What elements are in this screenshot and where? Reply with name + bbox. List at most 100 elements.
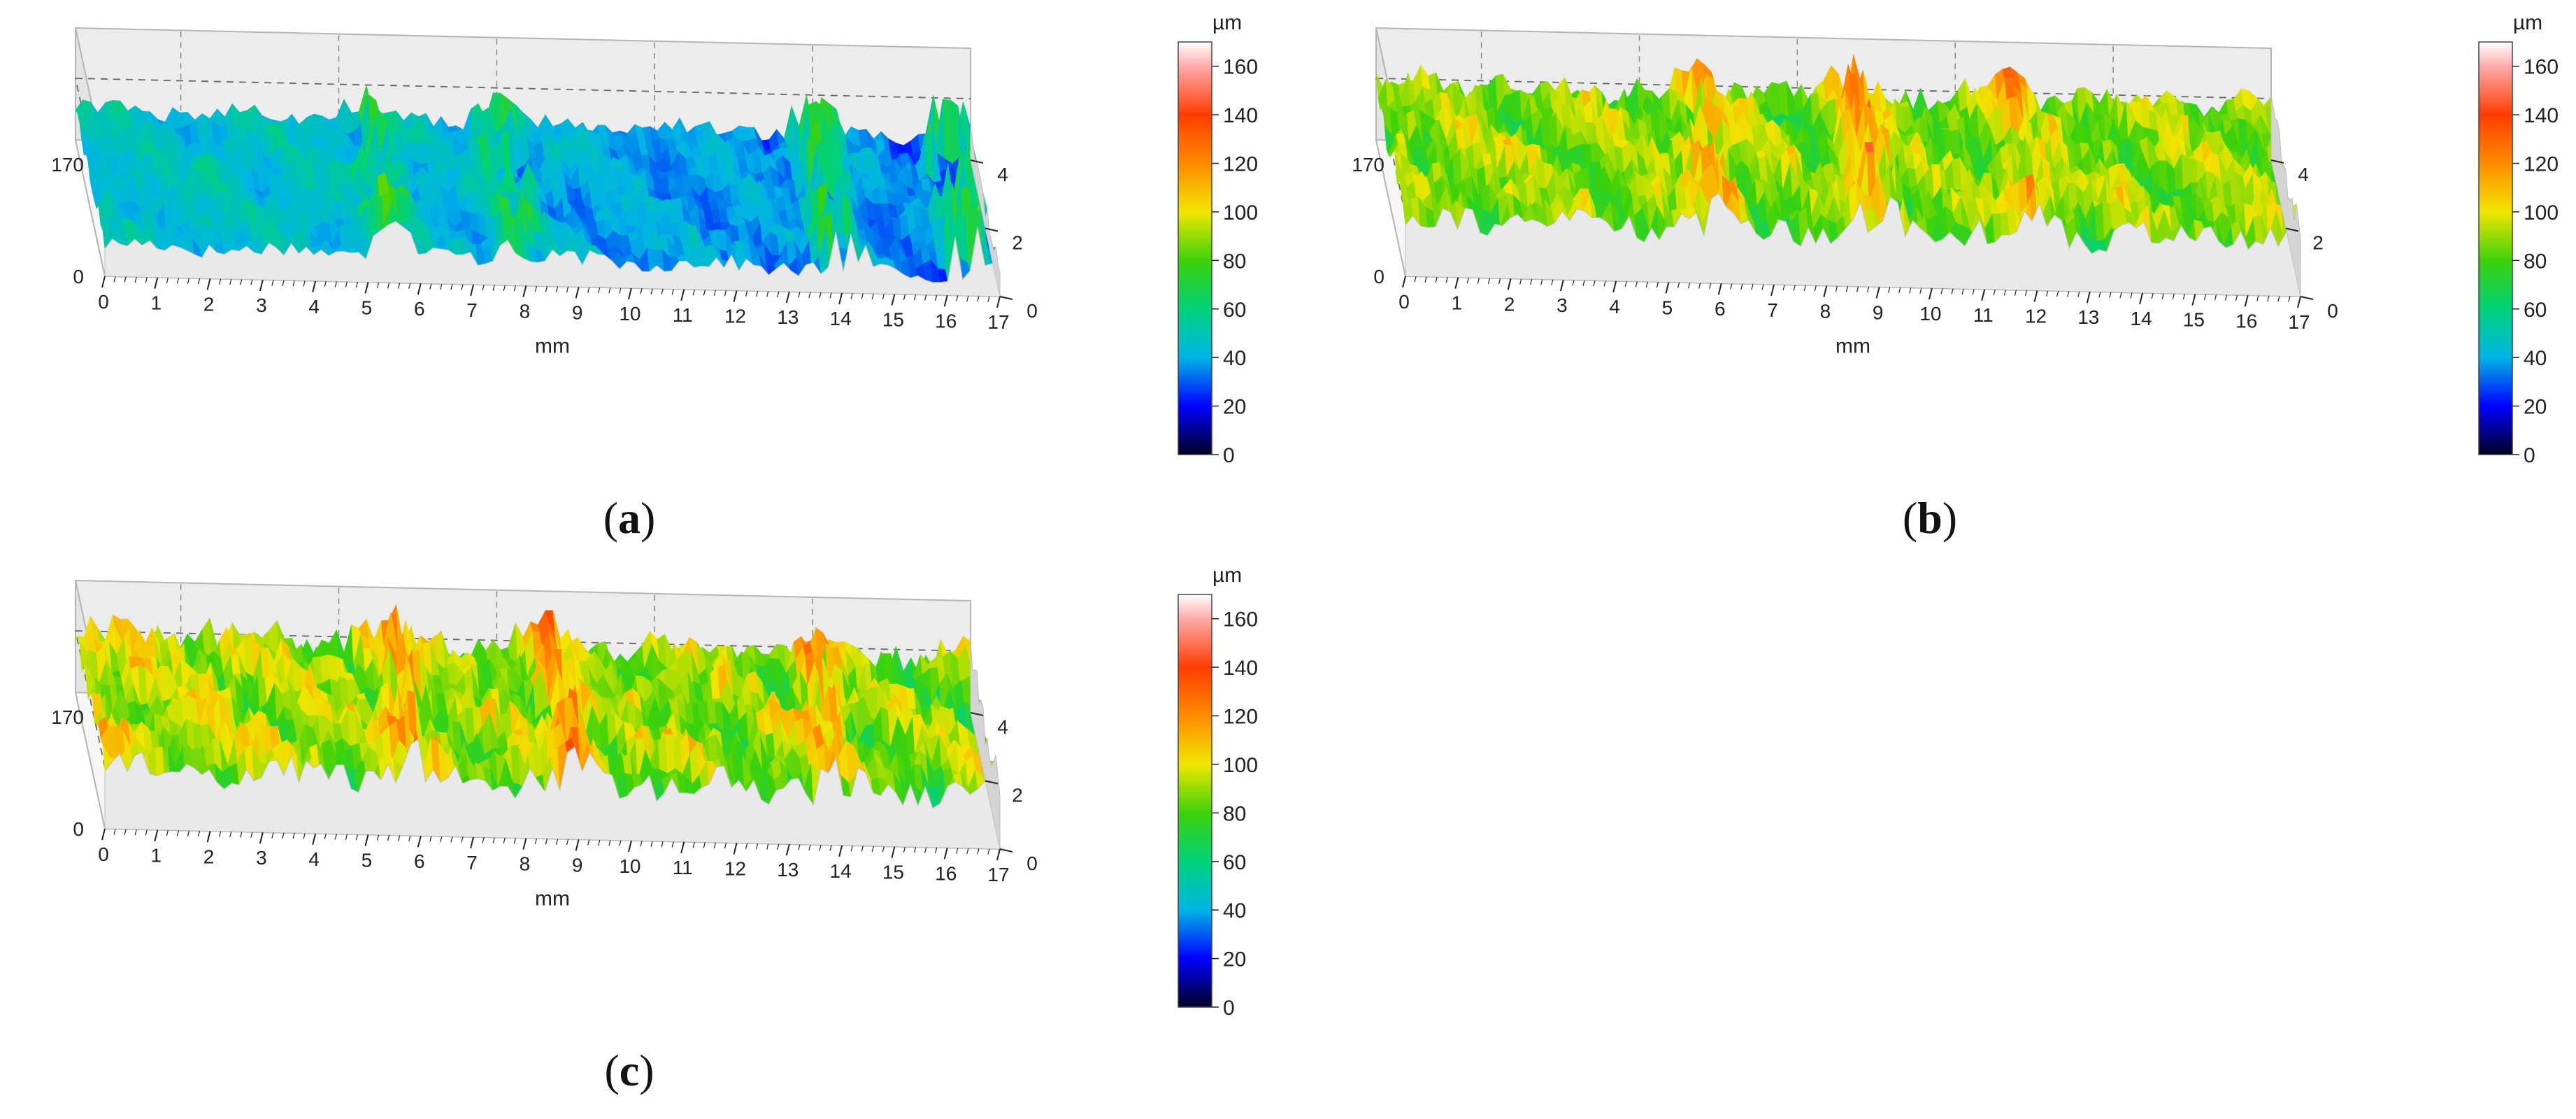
x-minor-tick [1487,278,1491,284]
panel-a: 0 1 2 3 4 5 6 7 8 9 10 11 12 13 14 15 16 17 mm 0 2 4 0 170 µm 0 20… [14,0,1287,553]
x-minor-tick [1940,288,1943,294]
x-tick [2139,292,2144,305]
x-minor-tick [2151,293,2154,299]
surface-plot-c: 0 1 2 3 4 5 6 7 8 9 10 11 12 13 14 15 16 17mm0240170µm020… [51,564,1258,1095]
x-tick-label: 5 [1662,297,1673,319]
colorbar-tick-label: 100 [2524,201,2559,224]
x-minor-tick [1635,281,1638,287]
x-minor-tick [513,285,516,292]
y-tick [999,296,1013,300]
x-minor-tick [461,284,464,290]
y-tick [2285,227,2299,232]
x-minor-tick [1751,284,1754,290]
x-tick [1928,287,1933,300]
colorbar-tick-label: 120 [2524,153,2559,176]
z-tick-label: 0 [73,266,84,287]
panel-caption: (a) [603,493,656,543]
x-tick [312,280,317,293]
x-minor-tick [1435,276,1438,283]
x-minor-tick [1677,282,1680,289]
x-minor-tick [713,290,716,296]
x-tick [364,282,369,294]
y-tick-label: 4 [997,164,1008,185]
x-minor-tick [219,278,222,285]
x-tick [1665,282,1670,294]
x-minor-tick [2077,291,2080,297]
x-tick [206,278,211,290]
colorbar-tick-label: 80 [2524,250,2547,273]
y-tick [2270,159,2284,164]
x-tick-label: 8 [1820,301,1831,322]
x-minor-tick [1845,286,1849,292]
x-minor-tick [197,278,201,285]
x-minor-tick [324,281,327,287]
x-minor-tick [134,276,137,283]
y-tick-label: 2 [1012,232,1023,254]
colorbar-tick-label: 0 [2524,444,2535,467]
x-tick-label: 4 [1609,296,1620,318]
x-minor-tick [387,283,390,289]
x-tick-label: 14 [830,308,852,329]
x-minor-tick [166,277,169,284]
x-minor-tick [2098,292,2101,298]
x-minor-tick [913,294,917,301]
x-axis-label: mm [1836,335,1870,358]
x-minor-tick [2182,294,2185,300]
x-minor-tick [1919,287,1922,294]
x-minor-tick [2288,296,2291,302]
x-minor-tick [1466,277,1469,284]
x-minor-tick [640,288,643,294]
x-tick-label: 2 [1504,293,1515,315]
x-minor-tick [903,294,906,301]
z-tick-label: 170 [51,154,84,176]
x-minor-tick [808,292,811,299]
x-tick [627,287,632,300]
x-tick [101,276,106,288]
x-minor-tick [745,290,748,297]
x-minor-tick [1761,284,1764,290]
x-minor-tick [861,293,864,299]
y-axis: 024 [970,159,1038,322]
x-tick-label: 7 [1767,299,1778,321]
x-minor-tick [2046,290,2049,297]
x-minor-tick [545,286,548,292]
x-minor-tick [819,292,822,299]
x-minor-tick [1782,285,1785,291]
x-tick-label: 15 [2183,309,2205,331]
x-minor-tick [1477,278,1480,284]
x-minor-tick [1730,283,1733,290]
y-tick-label: 2 [2312,232,2324,254]
x-minor-tick [777,291,780,297]
colorbar-bar [2478,41,2513,455]
x-tick-label: 16 [2235,310,2257,332]
x-minor-tick [661,288,664,295]
x-tick-label: 11 [1973,304,1994,326]
x-minor-tick [1803,285,1806,292]
x-minor-tick [1898,287,1901,294]
x-minor-tick [2067,291,2070,297]
y-axis: 024 [2270,159,2338,322]
x-minor-tick [1540,279,1543,285]
x-tick [1981,289,1986,301]
x-tick [1717,283,1722,295]
x-tick [2297,296,2301,308]
x-minor-tick [1698,283,1701,289]
x-tick [1507,278,1512,290]
z-axis: 0 170 [51,154,84,287]
x-tick-label: 9 [1873,301,1884,323]
x-minor-tick [2235,294,2238,301]
x-minor-tick [2024,290,2028,297]
x-minor-tick [145,277,148,283]
x-tick [680,289,685,301]
x-minor-tick [1972,289,1975,295]
x-minor-tick [1993,289,1996,296]
x-minor-tick [924,294,927,301]
colorbar-tick-label: 80 [1223,250,1246,273]
y-tick [985,227,999,232]
x-minor-tick [1867,286,1870,293]
x-tick-label: 12 [2025,305,2047,327]
x-minor-tick [271,280,274,286]
x-minor-tick [1909,287,1912,294]
x-minor-tick [1856,286,1859,292]
x-minor-tick [724,290,727,297]
